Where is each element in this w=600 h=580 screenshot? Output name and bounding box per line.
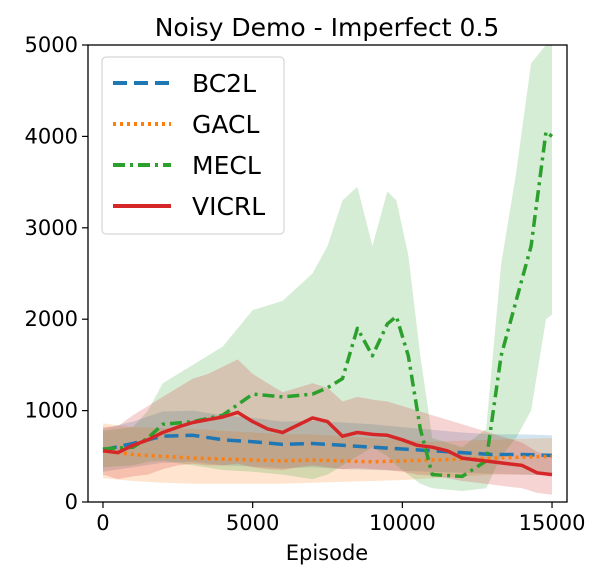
x-tick-label: 5000	[226, 511, 279, 535]
legend-box	[101, 56, 285, 235]
x-axis: 0 5000 10000 15000	[96, 502, 585, 535]
series-lines	[102, 130, 554, 479]
y-tick-label: 0	[65, 490, 78, 514]
y-tick-label: 5000	[25, 33, 78, 57]
legend-label-vicrl: VICRL	[192, 192, 265, 221]
y-tick-label: 2000	[25, 307, 78, 331]
series-line-gacl	[102, 449, 553, 464]
series-line-bc2l	[102, 433, 553, 458]
legend-label-mecl: MECL	[192, 151, 261, 180]
x-axis-label: Episode	[286, 541, 368, 565]
x-tick-label: 10000	[369, 511, 436, 535]
x-tick-label: 15000	[519, 511, 586, 535]
band-mecl	[103, 45, 552, 491]
y-tick-label: 3000	[25, 216, 78, 240]
plot-frame	[87, 44, 568, 503]
series-line-vicrl	[102, 410, 553, 477]
y-axis: 0 1000 2000 3000 4000 5000	[25, 33, 88, 514]
y-tick-label: 4000	[25, 124, 78, 148]
legend-label-gacl: GACL	[192, 110, 259, 139]
x-tick-label: 0	[96, 511, 109, 535]
y-tick-label: 1000	[25, 399, 78, 423]
series-line-mecl	[102, 130, 554, 479]
legend-label-bc2l: BC2L	[192, 69, 256, 98]
legend: BC2L GACL MECL VICRL	[101, 56, 285, 235]
chart-title: Noisy Demo - Imperfect 0.5	[155, 13, 500, 42]
